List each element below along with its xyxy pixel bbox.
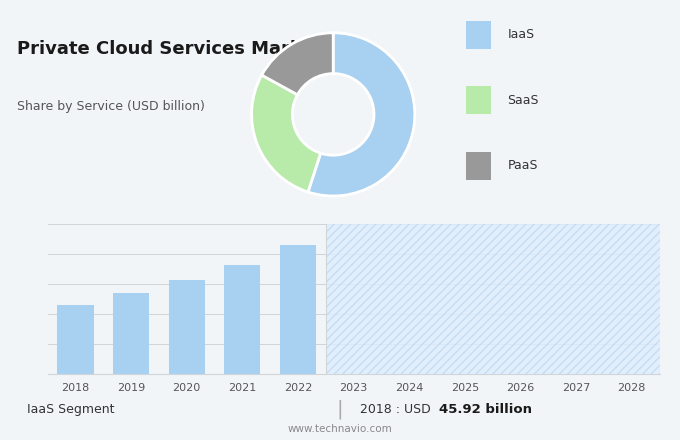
Text: IaaS Segment: IaaS Segment [27, 403, 115, 416]
Bar [57, 305, 94, 374]
Bar [169, 280, 205, 374]
Wedge shape [262, 33, 333, 95]
Text: PaaS: PaaS [507, 159, 538, 172]
Text: Private Cloud Services Market: Private Cloud Services Market [17, 40, 322, 58]
Wedge shape [308, 33, 415, 196]
Bar [224, 265, 260, 374]
Bar [326, 224, 660, 374]
Text: 2018 : USD: 2018 : USD [360, 403, 435, 416]
Wedge shape [252, 75, 320, 192]
Bar [466, 86, 491, 114]
Text: IaaS: IaaS [507, 29, 534, 41]
Text: 45.92 billion: 45.92 billion [439, 403, 532, 416]
Bar [113, 293, 149, 374]
Bar [466, 152, 491, 180]
Text: SaaS: SaaS [507, 94, 539, 107]
Text: Share by Service (USD billion): Share by Service (USD billion) [17, 100, 205, 113]
Bar [466, 21, 491, 49]
Bar [280, 246, 316, 374]
Text: www.technavio.com: www.technavio.com [288, 424, 392, 434]
Text: |: | [337, 400, 343, 419]
